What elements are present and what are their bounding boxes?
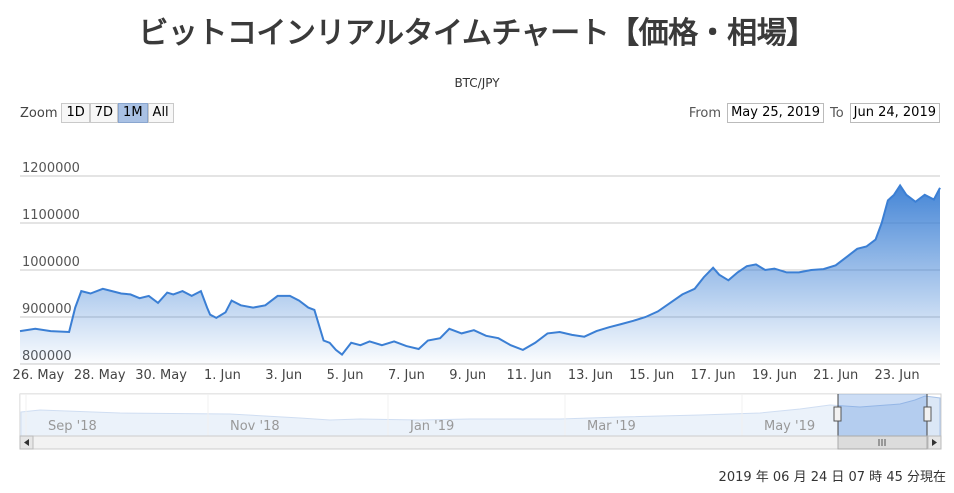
navigator-scrollbar[interactable]	[19, 435, 942, 450]
navigator-area	[20, 395, 941, 437]
navigator-mask	[20, 394, 838, 436]
zoom-label: Zoom	[20, 105, 58, 121]
x-tick-label: 5. Jun	[327, 368, 364, 383]
updated-timestamp: 2019 年 06 月 24 日 07 時 45 分現在	[718, 470, 946, 485]
navigator-tick-label: Nov '18	[230, 419, 280, 434]
navigator-tick-label: Mar '19	[587, 419, 636, 434]
scroll-left-arrow-icon	[24, 439, 29, 446]
to-date-input[interactable]: Jun 24, 2019	[849, 103, 940, 123]
y-tick-label: 1000000	[22, 255, 80, 270]
x-tick-label: 23. Jun	[875, 368, 920, 383]
x-tick-label: 28. May	[74, 368, 126, 383]
zoom-7d-button[interactable]: 7D	[89, 103, 119, 123]
x-tick-label: 21. Jun	[813, 368, 858, 383]
x-axis-labels: 26. May 28. May 30. May 1. Jun 3. Jun 5. Jun 7…	[13, 368, 920, 383]
navigator-selection[interactable]	[838, 394, 927, 436]
to-label: To	[829, 105, 844, 121]
zoom-1d-button[interactable]: 1D	[61, 103, 90, 123]
scroll-right-arrow-icon	[932, 439, 937, 446]
x-tick-label: 17. Jun	[691, 368, 736, 383]
navigator-tick-label: Sep '18	[48, 419, 97, 434]
y-tick-label: 900000	[22, 302, 72, 317]
navigator[interactable]: Sep '18 Nov '18 Jan '19 Mar '19 May '19	[0, 390, 954, 452]
x-tick-label: 3. Jun	[265, 368, 302, 383]
page-title: ビットコインリアルタイムチャート【価格・相場】	[138, 16, 816, 51]
x-tick-label: 15. Jun	[629, 368, 674, 383]
y-tick-label: 1200000	[22, 161, 80, 176]
from-label: From	[688, 105, 722, 121]
price-line	[19, 183, 941, 356]
x-tick-label: 30. May	[135, 368, 187, 383]
zoom-1m-button[interactable]: 1M	[118, 103, 148, 123]
x-tick-label: 26. May	[13, 368, 65, 383]
navigator-left-handle[interactable]	[833, 406, 842, 422]
x-tick-label: 9. Jun	[449, 368, 486, 383]
zoom-bar: Zoom 1D 7D 1M All	[20, 103, 174, 123]
navigator-x-labels: Sep '18 Nov '18 Jan '19 Mar '19 May '19	[25, 394, 815, 436]
from-date-input[interactable]: May 25, 2019	[727, 103, 824, 123]
x-tick-label: 13. Jun	[568, 368, 613, 383]
navigator-tick-label: Jan '19	[409, 419, 454, 434]
chart-subtitle: BTC/JPY	[454, 76, 500, 90]
navigator-right-handle[interactable]	[923, 406, 932, 422]
x-tick-label: 19. Jun	[752, 368, 797, 383]
price-area	[20, 185, 940, 364]
x-tick-label: 11. Jun	[507, 368, 552, 383]
zoom-all-button[interactable]: All	[147, 103, 174, 123]
y-tick-label: 1100000	[22, 208, 80, 223]
price-chart[interactable]: 800000900000100000011000001200000 26. Ma…	[0, 130, 954, 388]
x-tick-label: 7. Jun	[388, 368, 425, 383]
navigator-tick-label: May '19	[764, 419, 815, 434]
date-range-selector: From May 25, 2019 To Jun 24, 2019	[689, 103, 940, 123]
x-tick-label: 1. Jun	[204, 368, 241, 383]
